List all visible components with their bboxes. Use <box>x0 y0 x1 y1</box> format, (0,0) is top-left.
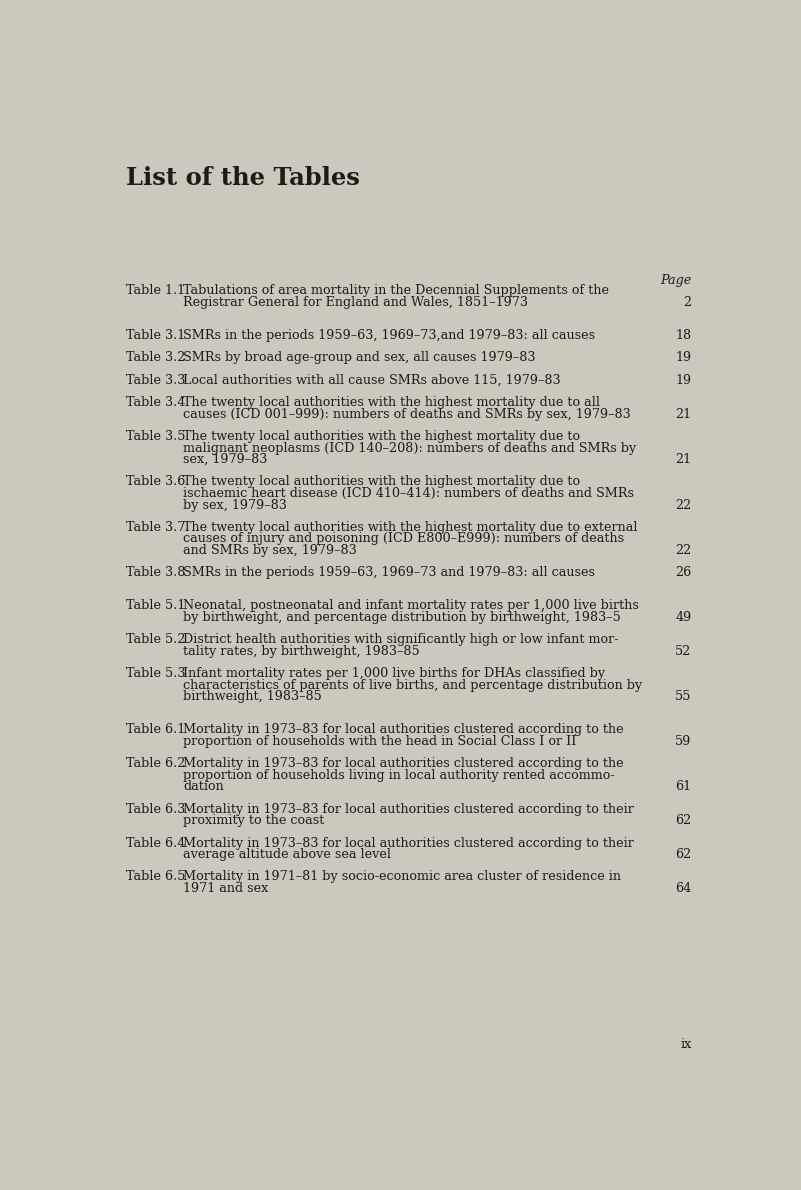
Text: List of the Tables: List of the Tables <box>127 165 360 190</box>
Text: 62: 62 <box>675 814 691 827</box>
Text: Table 5.3: Table 5.3 <box>127 668 186 681</box>
Text: proportion of households with the head in Social Class I or II: proportion of households with the head i… <box>183 735 577 749</box>
Text: 64: 64 <box>675 882 691 895</box>
Text: sex, 1979–83: sex, 1979–83 <box>183 453 268 466</box>
Text: causes (ICD 001–999): numbers of deaths and SMRs by sex, 1979–83: causes (ICD 001–999): numbers of deaths … <box>183 408 631 421</box>
Text: 21: 21 <box>675 453 691 466</box>
Text: SMRs by broad age-group and sex, all causes 1979–83: SMRs by broad age-group and sex, all cau… <box>183 351 536 364</box>
Text: Mortality in 1973–83 for local authorities clustered according to the: Mortality in 1973–83 for local authoriti… <box>183 724 624 737</box>
Text: Infant mortality rates per 1,000 live births for DHAs classified by: Infant mortality rates per 1,000 live bi… <box>183 668 606 681</box>
Text: Table 3.4: Table 3.4 <box>127 396 186 409</box>
Text: Table 1.1: Table 1.1 <box>127 284 186 298</box>
Text: 1971 and sex: 1971 and sex <box>183 882 268 895</box>
Text: Page: Page <box>660 274 691 287</box>
Text: Local authorities with all cause SMRs above 115, 1979–83: Local authorities with all cause SMRs ab… <box>183 374 561 387</box>
Text: SMRs in the periods 1959–63, 1969–73,and 1979–83: all causes: SMRs in the periods 1959–63, 1969–73,and… <box>183 330 595 343</box>
Text: Table 3.7: Table 3.7 <box>127 521 186 534</box>
Text: The twenty local authorities with the highest mortality due to: The twenty local authorities with the hi… <box>183 430 580 443</box>
Text: SMRs in the periods 1959–63, 1969–73 and 1979–83: all causes: SMRs in the periods 1959–63, 1969–73 and… <box>183 566 595 580</box>
Text: 18: 18 <box>675 330 691 343</box>
Text: 59: 59 <box>675 735 691 749</box>
Text: proximity to the coast: proximity to the coast <box>183 814 324 827</box>
Text: Table 6.1: Table 6.1 <box>127 724 186 737</box>
Text: proportion of households living in local authority rented accommo-: proportion of households living in local… <box>183 769 614 782</box>
Text: Mortality in 1973–83 for local authorities clustered according to their: Mortality in 1973–83 for local authoriti… <box>183 837 634 850</box>
Text: Table 3.5: Table 3.5 <box>127 430 186 443</box>
Text: District health authorities with significantly high or low infant mor-: District health authorities with signifi… <box>183 633 618 646</box>
Text: Registrar General for England and Wales, 1851–1973: Registrar General for England and Wales,… <box>183 296 528 309</box>
Text: birthweight, 1983–85: birthweight, 1983–85 <box>183 690 322 703</box>
Text: dation: dation <box>183 781 223 794</box>
Text: Table 3.6: Table 3.6 <box>127 476 186 488</box>
Text: Table 3.3: Table 3.3 <box>127 374 186 387</box>
Text: 2: 2 <box>683 296 691 309</box>
Text: Table 6.3: Table 6.3 <box>127 803 186 815</box>
Text: Neonatal, postneonatal and infant mortality rates per 1,000 live births: Neonatal, postneonatal and infant mortal… <box>183 600 639 613</box>
Text: tality rates, by birthweight, 1983–85: tality rates, by birthweight, 1983–85 <box>183 645 420 658</box>
Text: causes of injury and poisoning (ICD E800–E999): numbers of deaths: causes of injury and poisoning (ICD E800… <box>183 532 624 545</box>
Text: malignant neoplasms (ICD 140–208): numbers of deaths and SMRs by: malignant neoplasms (ICD 140–208): numbe… <box>183 441 636 455</box>
Text: and SMRs by sex, 1979–83: and SMRs by sex, 1979–83 <box>183 544 356 557</box>
Text: Table 6.4: Table 6.4 <box>127 837 186 850</box>
Text: Table 3.1: Table 3.1 <box>127 330 186 343</box>
Text: 55: 55 <box>675 690 691 703</box>
Text: 26: 26 <box>675 566 691 580</box>
Text: Tabulations of area mortality in the Decennial Supplements of the: Tabulations of area mortality in the Dec… <box>183 284 609 298</box>
Text: 19: 19 <box>675 374 691 387</box>
Text: by sex, 1979–83: by sex, 1979–83 <box>183 499 287 512</box>
Text: The twenty local authorities with the highest mortality due to external: The twenty local authorities with the hi… <box>183 521 638 534</box>
Text: Table 5.2: Table 5.2 <box>127 633 186 646</box>
Text: The twenty local authorities with the highest mortality due to: The twenty local authorities with the hi… <box>183 476 580 488</box>
Text: The twenty local authorities with the highest mortality due to all: The twenty local authorities with the hi… <box>183 396 600 409</box>
Text: 49: 49 <box>675 610 691 624</box>
Text: 22: 22 <box>675 499 691 512</box>
Text: characteristics of parents of live births, and percentage distribution by: characteristics of parents of live birth… <box>183 678 642 691</box>
Text: ischaemic heart disease (ICD 410–414): numbers of deaths and SMRs: ischaemic heart disease (ICD 410–414): n… <box>183 487 634 500</box>
Text: Table 6.2: Table 6.2 <box>127 757 186 770</box>
Text: ix: ix <box>680 1038 691 1051</box>
Text: 19: 19 <box>675 351 691 364</box>
Text: Mortality in 1971–81 by socio-economic area cluster of residence in: Mortality in 1971–81 by socio-economic a… <box>183 870 621 883</box>
Text: Mortality in 1973–83 for local authorities clustered according to the: Mortality in 1973–83 for local authoriti… <box>183 757 624 770</box>
Text: Table 6.5: Table 6.5 <box>127 870 186 883</box>
Text: Table 3.2: Table 3.2 <box>127 351 186 364</box>
Text: Mortality in 1973–83 for local authorities clustered according to their: Mortality in 1973–83 for local authoriti… <box>183 803 634 815</box>
Text: 21: 21 <box>675 408 691 421</box>
Text: 22: 22 <box>675 544 691 557</box>
Text: by birthweight, and percentage distribution by birthweight, 1983–5: by birthweight, and percentage distribut… <box>183 610 621 624</box>
Text: 52: 52 <box>675 645 691 658</box>
Text: 62: 62 <box>675 848 691 862</box>
Text: Table 3.8: Table 3.8 <box>127 566 186 580</box>
Text: Table 5.1: Table 5.1 <box>127 600 186 613</box>
Text: average altitude above sea level: average altitude above sea level <box>183 848 391 862</box>
Text: 61: 61 <box>675 781 691 794</box>
